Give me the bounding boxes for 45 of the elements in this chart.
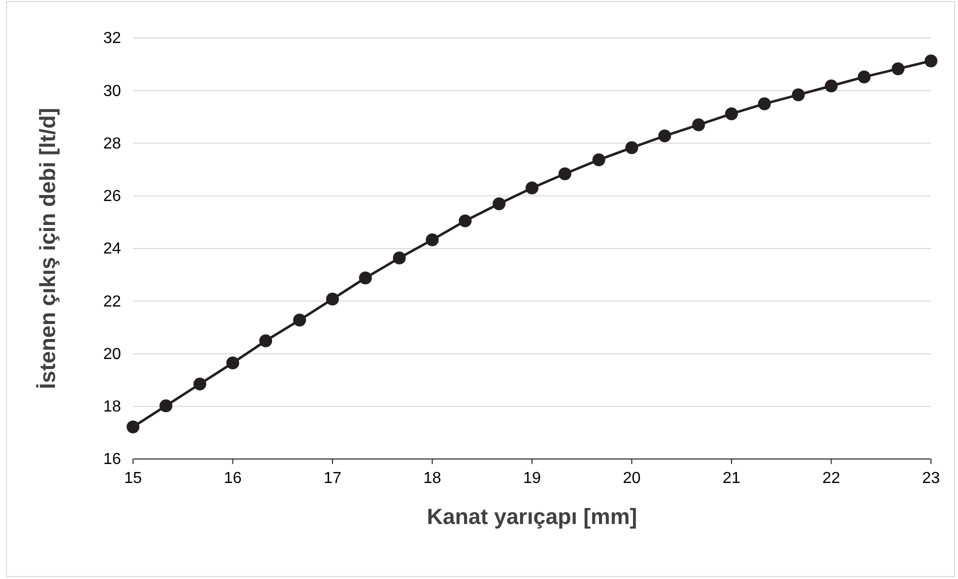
y-tick-label: 26 <box>103 188 122 205</box>
point <box>658 129 672 142</box>
point <box>858 70 871 84</box>
point <box>326 292 339 306</box>
point <box>193 378 206 390</box>
point <box>293 314 306 326</box>
point <box>159 399 172 412</box>
y-tick-label: 24 <box>103 240 122 258</box>
point <box>725 107 738 120</box>
point <box>558 167 572 180</box>
point <box>592 153 606 166</box>
point <box>426 233 439 246</box>
point <box>259 334 272 348</box>
point <box>226 356 240 370</box>
point <box>126 420 140 434</box>
point <box>892 62 905 76</box>
point <box>692 118 706 132</box>
x-axis-title: Kanat yarıçapı [mm] <box>426 504 638 529</box>
point <box>924 54 938 68</box>
y-tick-label: 16 <box>103 451 122 468</box>
point <box>824 79 838 92</box>
x-tick-label: 21 <box>722 470 740 487</box>
x-tick-label: 23 <box>922 470 940 487</box>
point <box>625 141 638 154</box>
x-tick-label: 17 <box>324 470 342 487</box>
x-tick-label: 19 <box>523 470 541 487</box>
point <box>358 272 372 284</box>
y-tick-label: 18 <box>103 398 122 416</box>
point <box>792 88 805 102</box>
x-tick-label: 15 <box>124 470 142 487</box>
point <box>458 214 472 228</box>
y-tick-label: 20 <box>103 346 122 363</box>
point <box>526 182 538 194</box>
y-tick-label: 32 <box>103 30 122 48</box>
point <box>392 252 406 264</box>
point <box>492 197 506 210</box>
x-tick-label: 20 <box>622 470 641 487</box>
y-tick-label: 28 <box>103 135 122 152</box>
y-tick-label: 22 <box>103 293 122 310</box>
y-axis-title: İstenen çıkış için debi [lt/d] <box>35 108 60 390</box>
x-tick-label: 16 <box>224 470 242 487</box>
x-tick-label: 22 <box>822 470 840 487</box>
y-tick-label: 30 <box>103 82 122 100</box>
point <box>758 97 771 110</box>
x-tick-label: 18 <box>423 470 442 487</box>
